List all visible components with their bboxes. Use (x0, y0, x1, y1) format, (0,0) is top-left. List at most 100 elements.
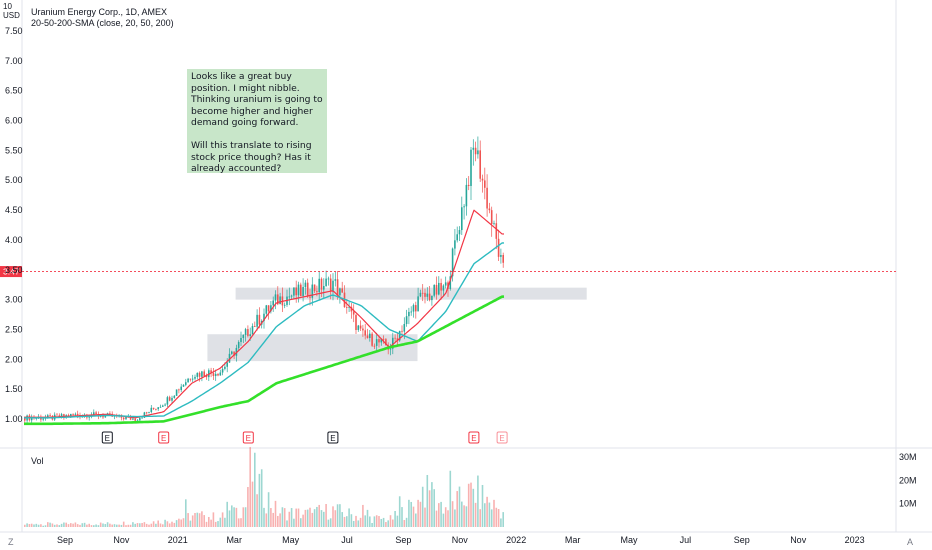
earnings-marker[interactable]: E (496, 431, 508, 444)
volume-bar (42, 525, 44, 527)
candle-body (219, 372, 222, 376)
volume-bar (210, 519, 212, 527)
volume-bar (286, 520, 288, 527)
volume-bar (231, 505, 233, 527)
candle-body (88, 416, 90, 418)
candle-body (180, 386, 182, 391)
candle-body (458, 230, 461, 235)
volume-bar (472, 488, 475, 527)
volume-bar (233, 507, 235, 527)
time-tick-label: 2021 (168, 535, 188, 545)
candle-body (297, 284, 300, 296)
candle-body (366, 335, 369, 339)
volume-bar (403, 520, 406, 527)
candle-body (141, 417, 143, 419)
time-tick-label: 2022 (506, 535, 526, 545)
candle-body (440, 282, 442, 291)
volume-bar (37, 524, 40, 527)
candle-body (56, 414, 58, 416)
earnings-marker[interactable]: E (327, 431, 339, 444)
volume-bar (65, 522, 67, 527)
volume-bar (336, 504, 339, 527)
volume-bar (313, 509, 316, 527)
volume-bar (341, 512, 343, 527)
volume-bar (120, 524, 123, 527)
zoom-icon[interactable]: Z (8, 537, 14, 547)
candle-body (214, 373, 217, 376)
candle-body (385, 339, 387, 346)
volume-bar (155, 523, 157, 527)
candle-body (270, 305, 272, 312)
auto-scale-button[interactable]: A (907, 537, 913, 547)
candle-body (336, 279, 339, 296)
candle-body (221, 368, 224, 373)
candle-body (357, 325, 360, 330)
volume-bar (132, 522, 134, 527)
symbol-title[interactable]: Uranium Energy Corp., 1D, AMEX (31, 7, 167, 17)
volume-bar (249, 447, 251, 527)
candle-body (380, 338, 383, 343)
candle-body (495, 223, 498, 239)
candle-body (493, 223, 495, 225)
volume-tick-label: 30M (899, 452, 917, 462)
candle-body (93, 412, 95, 416)
candle-body (274, 294, 277, 301)
volume-bar (270, 508, 272, 527)
volume-bar (456, 491, 458, 527)
volume-bar (306, 509, 309, 527)
earnings-marker[interactable]: E (242, 431, 254, 444)
earnings-marker[interactable]: E (101, 431, 113, 444)
candle-body (95, 412, 97, 414)
candle-body (47, 415, 49, 418)
annotation-text-1: Looks like a great buy position. I might… (191, 71, 323, 129)
candle-body (203, 371, 205, 377)
volume-bar (352, 520, 355, 527)
volume-bar (242, 507, 245, 527)
candle-body (456, 234, 458, 241)
volume-bar (214, 521, 217, 527)
volume-bar (497, 509, 500, 527)
volume-bar (477, 475, 479, 527)
candle-body (145, 412, 148, 414)
candle-body (212, 372, 215, 376)
candle-body (155, 408, 157, 410)
volume-bar (81, 523, 84, 527)
current-price-label: 3.47 (3, 267, 20, 277)
candle-body (198, 372, 201, 377)
candle-body (166, 397, 169, 405)
candle-body (323, 286, 325, 290)
study-legend[interactable]: 20-50-200-SMA (close, 20, 50, 200) (31, 18, 174, 28)
candle-body (421, 292, 424, 294)
volume-bar (76, 524, 79, 527)
volume-bar (136, 523, 139, 527)
candle-body (272, 300, 274, 306)
candle-body (304, 282, 307, 287)
volume-bar (258, 473, 261, 527)
candle-body (237, 342, 240, 348)
earnings-marker[interactable]: E (158, 431, 170, 444)
candle-body (410, 311, 412, 313)
annotation-note[interactable]: Looks like a great buy position. I might… (187, 69, 327, 173)
volume-bar (343, 516, 346, 527)
volume-legend[interactable]: Vol (31, 456, 44, 466)
candle-body (256, 314, 258, 327)
volume-bar (488, 502, 491, 527)
candle-body (461, 207, 463, 231)
candle-body (217, 373, 219, 376)
volume-bar (125, 525, 127, 527)
candle-body (290, 295, 293, 297)
candle-body (283, 304, 286, 306)
volume-bar (97, 525, 100, 527)
volume-bar (408, 499, 410, 527)
volume-bar (267, 492, 270, 527)
candle-body (258, 314, 261, 325)
currency-label: USD (3, 11, 20, 20)
earnings-marker[interactable]: E (468, 431, 480, 444)
support-zone[interactable] (235, 287, 587, 300)
candle-body (152, 407, 155, 409)
candle-body (244, 329, 247, 335)
volume-bar (180, 519, 182, 527)
candle-body (309, 296, 311, 298)
candle-body (454, 240, 456, 249)
